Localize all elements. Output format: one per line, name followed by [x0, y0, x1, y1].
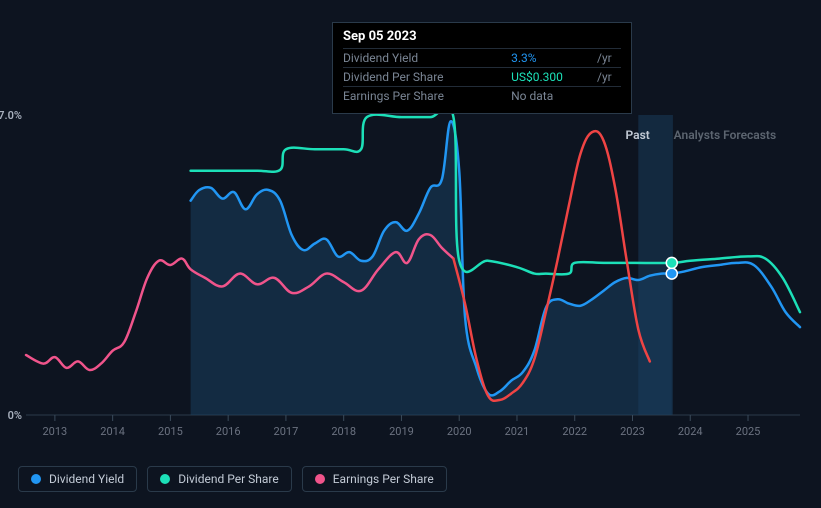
svg-text:Past: Past [626, 128, 650, 142]
legend-label: Dividend Yield [49, 472, 124, 486]
svg-text:2019: 2019 [389, 425, 414, 438]
legend-item-earnings-per-share[interactable]: Earnings Per Share [302, 466, 447, 492]
svg-text:Analysts Forecasts: Analysts Forecasts [674, 128, 776, 142]
legend-item-dividend-yield[interactable]: Dividend Yield [18, 466, 137, 492]
tooltip-row-unit: /yr [593, 68, 621, 87]
tooltip-row-unit: /yr [593, 49, 621, 68]
legend-dot [315, 474, 325, 484]
svg-text:2020: 2020 [447, 425, 472, 438]
svg-text:2017: 2017 [274, 425, 299, 438]
tooltip-row-label: Dividend Yield [343, 49, 481, 68]
svg-text:2025: 2025 [736, 425, 761, 438]
legend-item-dividend-per-share[interactable]: Dividend Per Share [147, 466, 292, 492]
legend-label: Dividend Per Share [178, 472, 279, 486]
svg-text:2022: 2022 [562, 425, 587, 438]
svg-text:0%: 0% [8, 409, 22, 422]
svg-text:2015: 2015 [158, 425, 183, 438]
svg-text:2018: 2018 [331, 425, 356, 438]
svg-text:2023: 2023 [620, 425, 645, 438]
tooltip-row-value: No data [481, 87, 593, 106]
tooltip-row-value: 3.3% [481, 49, 593, 68]
legend-dot [31, 474, 41, 484]
tooltip-row-label: Earnings Per Share [343, 87, 481, 106]
svg-text:2016: 2016 [216, 425, 241, 438]
svg-text:2014: 2014 [100, 425, 125, 438]
legend-label: Earnings Per Share [333, 472, 434, 486]
svg-text:2013: 2013 [43, 425, 68, 438]
tooltip-title: Sep 05 2023 [343, 29, 621, 44]
tooltip-row-value: US$0.300 [481, 68, 593, 87]
tooltip-row-label: Dividend Per Share [343, 68, 481, 87]
chart-tooltip: Sep 05 2023 Dividend Yield 3.3% /yr Divi… [332, 22, 632, 114]
tooltip-row-unit [593, 87, 621, 106]
svg-text:7.0%: 7.0% [0, 109, 22, 122]
svg-text:2024: 2024 [678, 425, 703, 438]
svg-text:2021: 2021 [505, 425, 530, 438]
chart-legend: Dividend Yield Dividend Per Share Earnin… [18, 466, 447, 492]
legend-dot [160, 474, 170, 484]
tooltip-table: Dividend Yield 3.3% /yr Dividend Per Sha… [343, 48, 621, 105]
